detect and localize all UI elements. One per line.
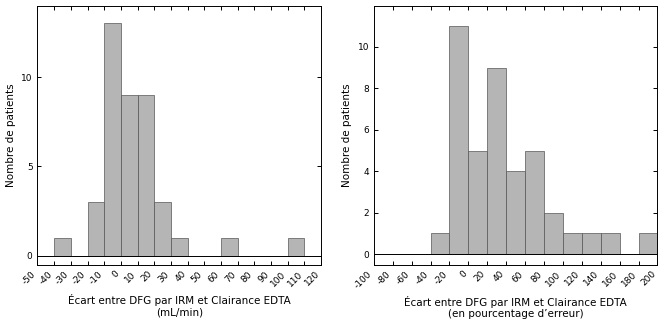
Bar xyxy=(506,171,525,254)
X-axis label: Écart entre DFG par IRM et Clairance EDTA
(en pourcentage d’erreur): Écart entre DFG par IRM et Clairance EDT… xyxy=(404,296,627,319)
Bar xyxy=(525,150,544,254)
Bar xyxy=(137,95,154,256)
Bar xyxy=(54,238,71,256)
Bar xyxy=(221,238,237,256)
Bar xyxy=(288,238,304,256)
Bar xyxy=(582,233,601,254)
Bar xyxy=(88,202,104,256)
Bar xyxy=(450,26,468,254)
Bar xyxy=(104,23,121,256)
Y-axis label: Nombre de patients: Nombre de patients xyxy=(5,83,15,187)
X-axis label: Écart entre DFG par IRM et Clairance EDTA
(mL/min): Écart entre DFG par IRM et Clairance EDT… xyxy=(68,293,290,317)
Bar xyxy=(154,202,171,256)
Bar xyxy=(430,233,450,254)
Bar xyxy=(487,68,506,254)
Bar xyxy=(638,233,658,254)
Bar xyxy=(171,238,188,256)
Bar xyxy=(601,233,620,254)
Y-axis label: Nombre de patients: Nombre de patients xyxy=(342,83,352,187)
Bar xyxy=(121,95,137,256)
Bar xyxy=(468,150,487,254)
Bar xyxy=(544,213,563,254)
Bar xyxy=(563,233,582,254)
